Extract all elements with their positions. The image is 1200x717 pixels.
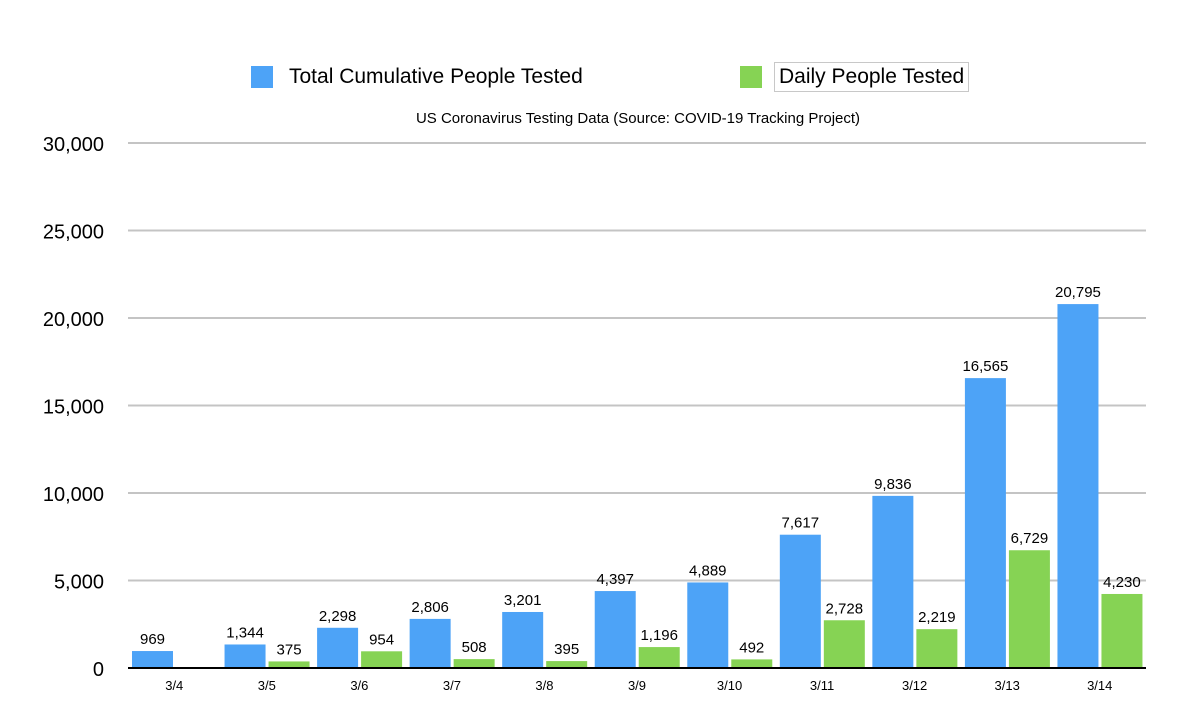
x-tick-label: 3/12 [902,678,927,693]
x-tick-label: 3/5 [258,678,276,693]
data-label-total-cumulative: 4,397 [596,571,634,588]
x-tick-label: 3/11 [810,678,834,693]
x-tick-label: 3/9 [628,678,646,693]
data-label-daily: 508 [462,639,487,656]
y-tick-label: 5,000 [54,572,104,594]
data-label-daily: 395 [554,641,579,658]
bar-daily [731,659,773,668]
x-tick-label: 3/13 [995,678,1020,693]
x-tick-label: 3/7 [443,678,461,693]
data-label-total-cumulative: 1,344 [226,624,264,641]
legend-item-total-cumulative: Total Cumulative People Tested [251,62,587,92]
data-label-total-cumulative: 4,889 [689,562,727,579]
data-label-daily: 6,729 [1011,530,1049,547]
bar-daily [268,661,310,668]
data-label-total-cumulative: 16,565 [962,358,1008,375]
legend-label-total-cumulative: Total Cumulative People Tested [289,65,583,88]
chart-title: US Coronavirus Testing Data (Source: COV… [415,110,861,127]
bar-daily [546,661,588,668]
bar-total-cumulative [409,618,451,668]
data-label-total-cumulative: 3,201 [504,592,542,609]
bar-total-cumulative [594,591,636,668]
bar-total-cumulative [132,651,173,668]
x-tick-label: 3/14 [1087,678,1112,693]
y-tick-label: 15,000 [43,397,104,419]
data-label-daily: 1,196 [640,627,678,644]
data-label-total-cumulative: 969 [140,631,165,648]
bar-total-cumulative [779,534,821,668]
data-label-daily: 4,230 [1103,574,1141,591]
legend-item-daily: Daily People Tested [740,62,970,92]
x-tick-label: 3/4 [165,678,183,693]
legend-swatch-total-cumulative [251,66,273,88]
y-tick-label: 30,000 [43,134,104,156]
data-label-total-cumulative: 7,617 [782,515,820,532]
bar-total-cumulative [502,611,544,668]
bar-total-cumulative [317,627,359,668]
data-label-total-cumulative: 2,298 [319,608,357,625]
bar-total-cumulative [687,582,729,668]
bar-total-cumulative [964,378,1006,668]
bar-daily [1008,550,1050,668]
data-label-daily: 2,219 [918,609,956,626]
legend-swatch-daily [740,66,762,88]
bar-total-cumulative [1057,304,1099,668]
data-label-total-cumulative: 20,795 [1055,284,1101,301]
x-tick-label: 3/10 [717,678,742,693]
y-tick-label: 0 [93,659,104,681]
x-tick-label: 3/8 [535,678,553,693]
bar-daily [823,620,865,668]
data-label-total-cumulative: 2,806 [411,599,449,616]
y-tick-label: 25,000 [43,222,104,244]
x-tick-label: 3/6 [350,678,368,693]
bar-daily [1101,593,1143,668]
y-tick-label: 20,000 [43,309,104,331]
y-tick-label: 10,000 [43,484,104,506]
bar-daily [361,651,403,668]
bar-daily [453,659,495,668]
data-label-daily: 375 [277,641,302,658]
legend-label-daily: Daily People Tested [774,62,970,92]
bar-total-cumulative [224,644,266,668]
data-label-total-cumulative: 9,836 [874,476,912,493]
bar-daily [638,647,680,668]
data-label-daily: 2,728 [826,600,864,617]
data-label-daily: 954 [369,631,394,648]
bar-total-cumulative [872,495,914,668]
bar-daily [916,629,958,668]
data-label-daily: 492 [739,639,764,656]
